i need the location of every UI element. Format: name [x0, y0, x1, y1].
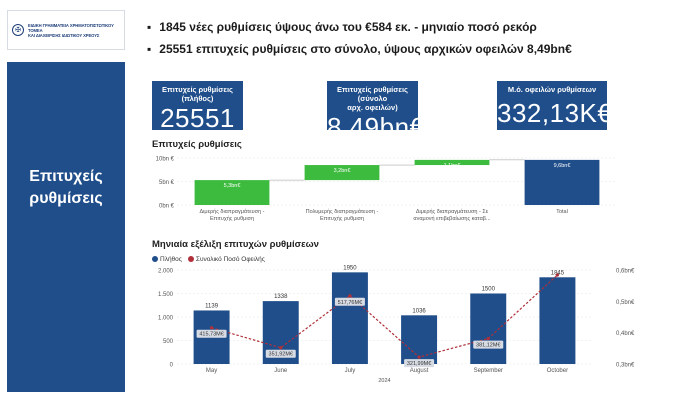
legend-swatch-icon	[152, 256, 158, 263]
bar-data-label: 1500	[482, 287, 496, 293]
kpi-label: Μ.ό. οφειλών ρυθμίσεων	[507, 85, 597, 94]
amount-label-box	[473, 340, 504, 349]
amount-data-label: 381,12M€	[476, 343, 500, 349]
highlight-2: ▪ 25551 επιτυχείς ρυθμίσεις στο σύνολο, ύ…	[147, 42, 572, 56]
amount-label-box	[404, 359, 435, 368]
logo-line-2: ΚΑΙ ΔΙΑΧΕΙΡΙΣΗΣ ΙΔΙΩΤΙΚΟΥ ΧΡΕΟΥΣ	[28, 32, 100, 38]
x-tick-label: Διμερής διαπραγμάτευση - Σε	[416, 208, 489, 215]
amount-point	[348, 294, 352, 298]
y-left-tick-label: 0	[170, 363, 174, 369]
kpi-label: Επιτυχείς ρυθμίσεις	[162, 85, 233, 94]
x-tick-label: Πολυμερής διαπραγμάτευση -	[306, 208, 379, 215]
y-left-tick-label: 2.000	[158, 269, 174, 275]
y-left-tick-label: 1.500	[158, 292, 174, 298]
data-label: 3,2bn€	[334, 168, 351, 174]
chart-legend: Πλήθος Συνολικό Ποσό Οφειλής	[152, 256, 265, 263]
y-tick-label: 0bn €	[159, 204, 175, 210]
waterfall-title: Επιτυχείς ρυθμίσεις	[152, 139, 242, 150]
count-bar	[470, 293, 507, 364]
x-tick-label: Total	[556, 209, 568, 215]
kpi-value: 25551	[160, 103, 235, 133]
bar-data-label: 1950	[343, 265, 357, 271]
bar-data-label: 1338	[274, 294, 288, 300]
x-tick-label: July	[345, 368, 356, 374]
kpi-card-count: Επιτυχείς ρυθμίσεις (πλήθος) 25551	[152, 81, 243, 133]
data-label: 1,1bn€	[444, 163, 461, 169]
y-right-tick-label: 0,3bn€	[616, 363, 635, 369]
bullet-icon: ▪	[147, 20, 152, 34]
waterfall-bar	[524, 159, 600, 205]
kpi-value: 8,49bn€	[327, 112, 425, 142]
count-bar	[539, 277, 576, 364]
data-label: 9,6bn€	[554, 163, 571, 169]
waterfall-bar	[194, 180, 270, 205]
highlights: ▪ 1845 νέες ρυθμίσεις ύψους άνω του €584 …	[147, 20, 572, 64]
y-right-tick-label: 0,5bn€	[616, 300, 635, 306]
count-bar	[331, 272, 368, 364]
amount-label-box	[196, 329, 227, 338]
x-group-label: 2024	[378, 378, 390, 384]
amount-point	[555, 273, 560, 277]
legend-item-amount: Συνολικό Ποσό Οφειλής	[187, 256, 265, 263]
organization-logo: ✠ ΕΙΔΙΚΗ ΓΡΑΜΜΑΤΕΙΑ ΧΡΗΜΑΤΟΠΙΣΤΩΤΙΚΟΥ ΤΟ…	[7, 10, 125, 50]
kpi-card-total-debt: Επιτυχείς ρυθμίσεις (σύνολο αρχ. οφειλών…	[327, 81, 424, 142]
y-tick-label: 5bn €	[159, 180, 175, 186]
y-right-tick-label: 0,6bn€	[616, 269, 635, 275]
legend-swatch-icon	[187, 256, 194, 263]
y-left-tick-label: 500	[163, 339, 174, 345]
amount-point	[417, 355, 421, 359]
amount-label-box	[334, 297, 365, 306]
logo-line-1: ΕΙΔΙΚΗ ΓΡΑΜΜΑΤΕΙΑ ΧΡΗΜΑΤΟΠΙΣΤΩΤΙΚΟΥ ΤΟΜΕ…	[28, 22, 114, 33]
sidebar: ✠ ΕΙΔΙΚΗ ΓΡΑΜΜΑΤΕΙΑ ΧΡΗΜΑΤΟΠΙΣΤΩΤΙΚΟΥ ΤΟ…	[0, 0, 125, 392]
amount-data-label: 517,76M€	[338, 300, 362, 306]
highlight-1: ▪ 1845 νέες ρυθμίσεις ύψους άνω του €584 …	[147, 20, 537, 34]
amount-data-label: 351,92M€	[269, 352, 293, 358]
monthly-chart: 0 500 1.000 1.500 2.000 0,3bn€ 0,4bn€ 0,5bn€ 0,6…	[158, 265, 635, 384]
x-tick-label: Επιτυχής ρυθμιση	[210, 215, 254, 222]
kpi-label-sub: (πλήθος)	[181, 94, 214, 103]
x-tick-label: Επιτυχής ρυθμιση	[320, 215, 364, 222]
x-tick-label: αναμονή επιβεβαίωσης καταβ...	[413, 215, 491, 222]
amount-point	[486, 336, 490, 341]
amount-data-label: 415,73M€	[199, 332, 223, 338]
amount-label-box	[265, 349, 296, 358]
amount-point	[279, 346, 283, 350]
x-tick-label: Διμερής διαπραγμάτευση -	[200, 208, 265, 215]
kpi-label: Επιτυχείς ρυθμίσεις (σύνολο	[337, 85, 408, 103]
x-tick-label: August	[410, 368, 429, 374]
kpi-card-average-debt: Μ.ό. οφειλών ρυθμίσεων 332,13K€	[497, 81, 613, 130]
waterfall-bar	[414, 159, 490, 166]
bar-data-label: 1036	[412, 308, 426, 314]
y-tick-label: 10bn €	[156, 157, 175, 163]
monthly-chart-title: Μηνιαία εξέλιξη επιτυχών ρυθμίσεων	[152, 239, 319, 250]
kpi-label-sub: αρχ. οφειλών)	[347, 103, 398, 112]
waterfall-chart: 0bn € 5bn € 10bn € 5,3bn€ Διμερής διαπραγμάτ…	[156, 157, 617, 222]
x-tick-label: September	[474, 368, 503, 374]
x-tick-label: June	[274, 368, 288, 374]
y-left-tick-label: 1.000	[158, 316, 174, 322]
legend-item-count: Πλήθος	[152, 256, 182, 263]
x-tick-label: October	[547, 368, 568, 374]
x-tick-label: May	[206, 368, 217, 374]
bullet-icon: ▪	[147, 42, 152, 56]
amount-data-label: 321,99M€	[407, 361, 431, 367]
waterfall-bar	[304, 165, 380, 181]
page-title: Επιτυχείς ρυθμίσεις	[29, 168, 103, 207]
amount-point	[209, 326, 214, 330]
emblem-icon: ✠	[12, 24, 24, 36]
bar-data-label: 1845	[551, 270, 565, 276]
bar-data-label: 1139	[205, 303, 219, 309]
kpi-value: 332,13K€	[497, 98, 613, 128]
data-label: 5,3bn€	[224, 183, 241, 189]
y-right-tick-label: 0,4bn€	[616, 331, 635, 337]
side-panel: Επιτυχείς ρυθμίσεις	[7, 62, 125, 392]
